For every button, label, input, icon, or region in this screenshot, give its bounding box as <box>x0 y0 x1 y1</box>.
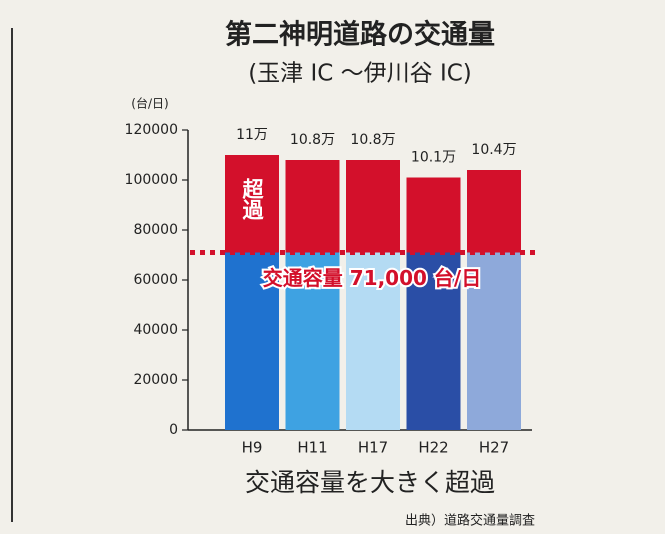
y-unit: (台/日) <box>131 96 168 111</box>
over-label: 超過 <box>240 178 264 221</box>
x-tick-label: H22 <box>418 439 448 457</box>
y-tick-label: 120000 <box>125 122 178 138</box>
y-tick-label: 40000 <box>133 322 178 338</box>
y-tick-label: 20000 <box>133 372 178 388</box>
bar-within-capacity <box>225 252 279 430</box>
value-label: 10.1万 <box>411 150 456 166</box>
bar-within-capacity <box>285 252 340 430</box>
capacity-label: 交通容量 71,000 台/日 <box>263 266 481 290</box>
value-label: 10.4万 <box>471 142 516 158</box>
caption: 交通容量を大きく超過 <box>245 468 495 497</box>
y-tick-label: 80000 <box>133 222 178 238</box>
bar-within-capacity <box>346 252 400 430</box>
source: 出典）道路交通量調査 <box>405 513 535 529</box>
y-tick-label: 0 <box>169 422 178 438</box>
y-tick-label: 100000 <box>125 172 178 188</box>
chart-subtitle: (玉津 IC ～伊川谷 IC) <box>248 61 472 87</box>
bar-within-capacity <box>406 252 461 430</box>
chart-title: 第二神明道路の交通量 <box>225 19 495 51</box>
value-label: 10.8万 <box>350 132 395 148</box>
y-tick-label: 60000 <box>133 272 178 288</box>
x-tick-label: H9 <box>242 439 263 457</box>
x-tick-label: H11 <box>297 439 327 457</box>
bar-within-capacity <box>467 252 521 430</box>
value-label: 10.8万 <box>290 132 335 148</box>
value-label: 11万 <box>236 127 268 143</box>
x-tick-label: H17 <box>358 439 388 457</box>
x-tick-label: H27 <box>479 439 509 457</box>
